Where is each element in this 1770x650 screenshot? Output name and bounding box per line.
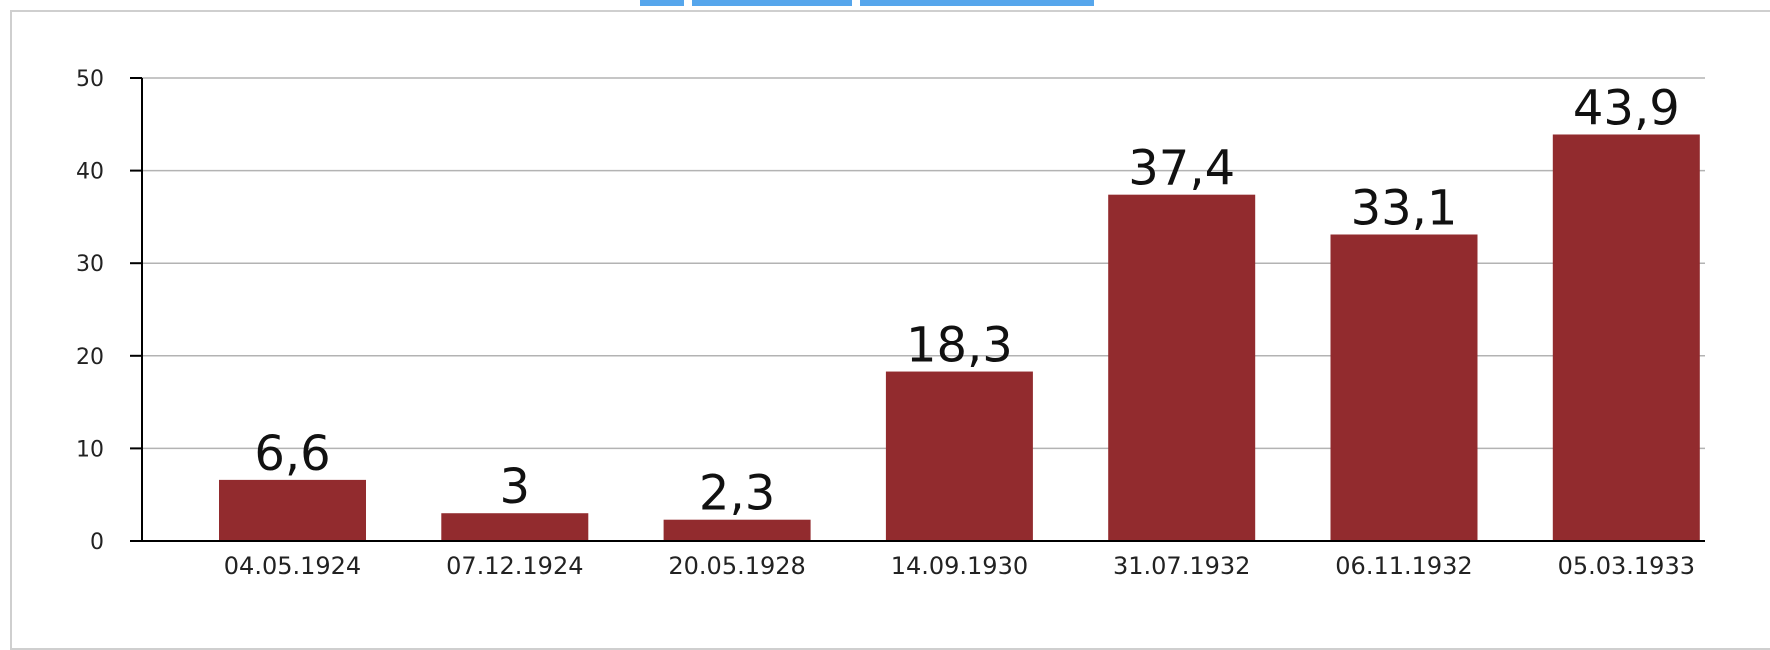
axes (130, 77, 1705, 542)
x-tick-label: 31.07.1932 (1113, 552, 1250, 580)
top-link-3[interactable] (860, 0, 1094, 6)
x-tick-label: 06.11.1932 (1335, 552, 1472, 580)
x-tick-label: 14.09.1930 (891, 552, 1028, 580)
top-link-2[interactable] (692, 0, 852, 6)
bar (663, 519, 811, 541)
data-label: 6,6 (254, 426, 330, 482)
bar (1552, 134, 1700, 541)
bar (1330, 234, 1478, 541)
bar (885, 371, 1033, 541)
y-tick-label: 20 (76, 345, 104, 370)
y-tick-label: 10 (76, 437, 104, 462)
bar (441, 513, 589, 541)
top-link-strip (640, 0, 1094, 6)
labels: 0 10 20 30 40 50 6,6 04.05.1924 3 07.12.1924 2,3 20… (76, 67, 1695, 580)
bar-chart: 0 10 20 30 40 50 6,6 04.05.1924 3 07.12.1924 2,3 20… (76, 67, 1705, 580)
data-label: 37,4 (1128, 141, 1235, 197)
x-tick-label: 20.05.1928 (668, 552, 805, 580)
bar (219, 479, 366, 541)
data-label: 33,1 (1351, 180, 1458, 236)
data-label: 43,9 (1573, 80, 1680, 136)
y-tick-label: 30 (76, 252, 104, 277)
data-label: 3 (500, 459, 531, 515)
x-tick-label: 07.12.1924 (446, 552, 583, 580)
top-link-1[interactable] (640, 0, 684, 6)
bars (219, 134, 1700, 541)
bar (1108, 194, 1256, 541)
x-tick-label: 04.05.1924 (224, 552, 361, 580)
data-label: 2,3 (699, 466, 775, 522)
data-label: 18,3 (906, 318, 1013, 374)
y-tick-label: 40 (76, 160, 104, 185)
y-tick-label: 0 (90, 530, 104, 555)
y-tick-label: 50 (76, 67, 104, 92)
x-tick-label: 05.03.1933 (1558, 552, 1695, 580)
